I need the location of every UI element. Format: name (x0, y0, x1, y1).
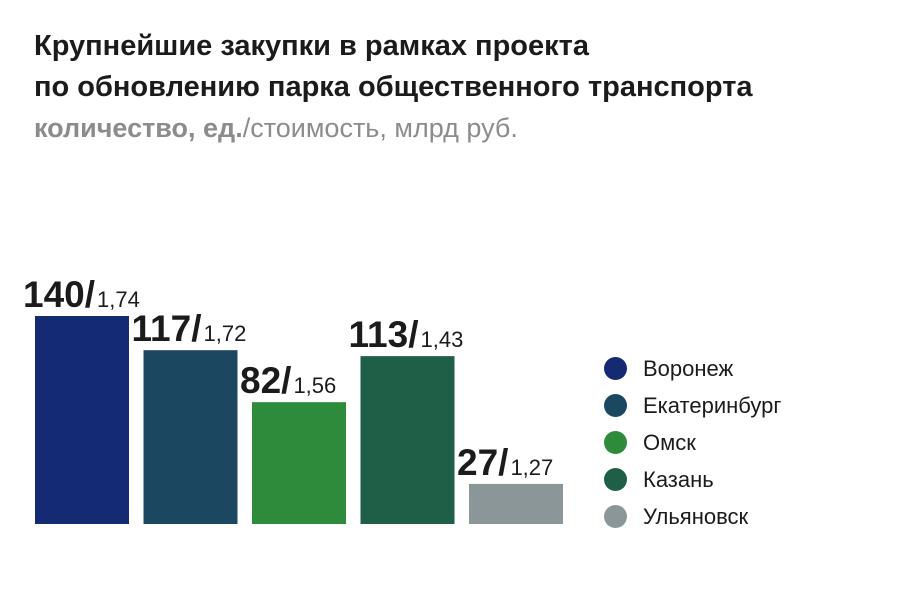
bar-3 (252, 402, 346, 524)
legend-swatch (604, 394, 627, 417)
bar-cost-label: 1,72 (203, 321, 246, 346)
legend-item: Воронеж (604, 350, 781, 387)
legend-label: Омск (643, 429, 696, 455)
legend-swatch (604, 468, 627, 491)
bar-cost-label: 1,43 (420, 327, 463, 352)
legend-label: Ульяновск (643, 503, 749, 529)
bar-count-label: 113/ (349, 314, 419, 355)
bar-cost-label: 1,27 (510, 455, 553, 480)
bar-count-label: 117/ (132, 308, 202, 349)
legend-label: Казань (643, 466, 714, 492)
bar-value-label-1: 140/1,74 (23, 274, 140, 315)
legend-label: Воронеж (643, 355, 734, 381)
chart-subtitle: количество, ед./стоимость, млрд руб. (34, 108, 518, 148)
bar-value-label-2: 117/1,72 (132, 308, 247, 349)
legend-item: Екатеринбург (604, 387, 781, 424)
legend-item: Казань (604, 461, 781, 498)
bar-value-label-4: 113/1,43 (349, 314, 464, 355)
legend-label: Екатеринбург (643, 392, 782, 418)
bar-cost-label: 1,74 (97, 287, 140, 312)
legend-swatch (604, 505, 627, 528)
bar-5 (469, 483, 563, 524)
subtitle-units-count: количество, ед. (34, 113, 243, 143)
bar-count-label: 140/ (23, 274, 95, 315)
legend-swatch (604, 357, 627, 380)
bar-value-label-5: 27/1,27 (457, 442, 553, 483)
bar-value-label-3: 82/1,56 (240, 360, 336, 401)
bar-1 (35, 316, 129, 524)
chart-title: Крупнейшие закупки в рамках проекта по о… (34, 26, 884, 108)
bar-count-label: 82/ (240, 360, 291, 401)
title-line-1: Крупнейшие закупки в рамках проекта (34, 30, 589, 62)
legend-item: Омск (604, 424, 781, 461)
bar-cost-label: 1,56 (293, 373, 336, 398)
bar-count-label: 27/ (457, 442, 508, 483)
legend-item: Ульяновск (604, 498, 781, 535)
bar-4 (360, 356, 455, 524)
legend-swatch (604, 431, 627, 454)
title-line-2: по обновлению парка общественного трансп… (34, 71, 753, 103)
legend: Воронеж Екатеринбург Омск Казань Ульяновск (604, 350, 781, 535)
subtitle-units-cost: /стоимость, млрд руб. (242, 113, 518, 143)
bar-2 (143, 350, 238, 524)
